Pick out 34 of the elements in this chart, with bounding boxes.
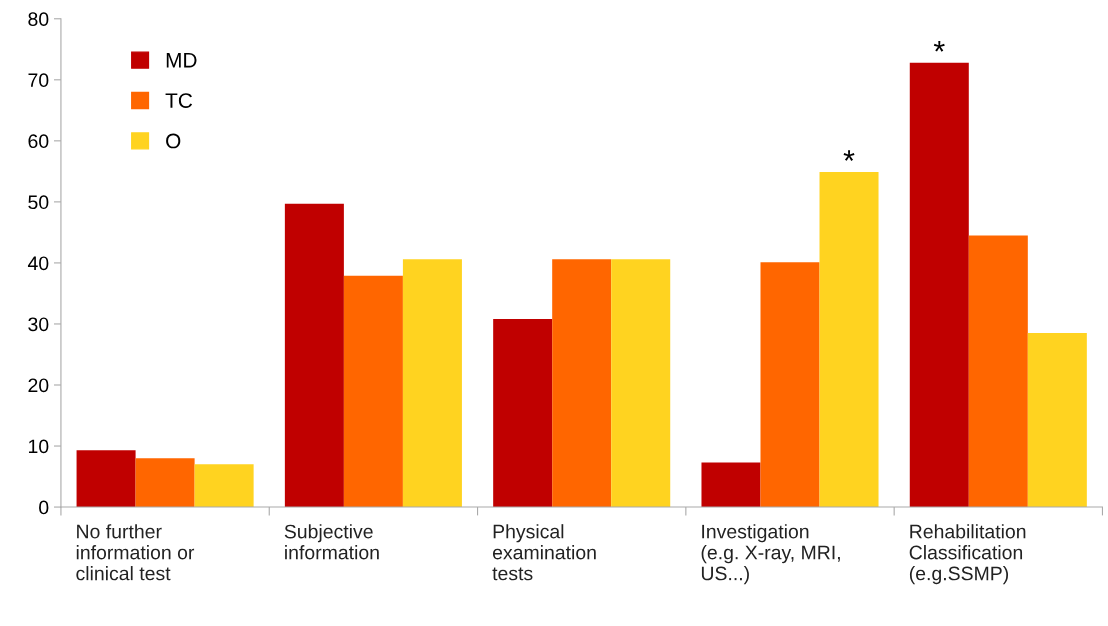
bar: [909, 62, 969, 508]
bar: [968, 235, 1028, 508]
y-tick-label: 10: [28, 439, 49, 454]
y-tick-label: 50: [28, 195, 49, 210]
bar: [760, 262, 820, 508]
bar: [402, 259, 462, 508]
x-tick-label: Rehabilitation Classification (e.g.SSMP): [909, 524, 1026, 585]
bar: [76, 450, 136, 508]
annotation: *: [843, 150, 855, 161]
legend-label: MD: [166, 53, 197, 68]
x-tick-label: Investigation (e.g. X-ray, MRI, US...): [701, 524, 840, 585]
y-tick-label: 20: [28, 378, 49, 393]
y-tick-label: 40: [27, 256, 49, 271]
legend-label: O: [166, 133, 181, 149]
bar: [343, 275, 403, 508]
y-tick-label: 0: [39, 500, 49, 515]
bar: [194, 464, 254, 508]
bar: [1027, 333, 1087, 508]
annotation: *: [933, 40, 945, 52]
y-tick-label: 80: [28, 12, 49, 27]
bar: [135, 458, 195, 508]
x-tick-label: Physical examination tests: [492, 524, 596, 581]
bar: [284, 203, 344, 508]
x-tick-label: Subjective information: [284, 524, 379, 560]
y-tick-label: 60: [28, 134, 49, 149]
bar: [552, 259, 612, 508]
y-tick-label: 70: [28, 73, 49, 88]
x-tick-label: No further information or clinical test: [76, 524, 195, 581]
y-tick-label: 30: [28, 317, 49, 332]
bar: [701, 462, 761, 508]
bar: [493, 319, 553, 508]
legend-label: TC: [165, 93, 193, 108]
bar: [819, 171, 879, 508]
bar: [611, 259, 671, 508]
